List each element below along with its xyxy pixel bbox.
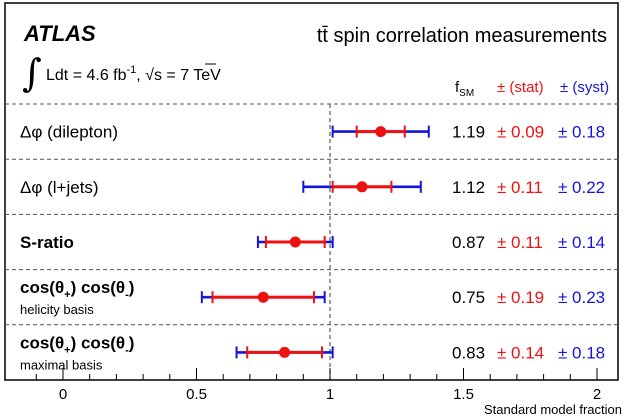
measurement-value: 1.12 xyxy=(452,178,485,197)
fsm-column-header: fSM xyxy=(455,79,474,99)
measurement-row: Δφ (dilepton) 1.19 ± 0.09 ± 0.18 xyxy=(20,123,605,142)
label-part: cos(θ xyxy=(20,333,64,352)
measurement-sublabel: maximal basis xyxy=(20,357,103,372)
measurement-rows: Δφ (dilepton) 1.19 ± 0.09 ± 0.18 Δφ (l+jets)… xyxy=(20,123,605,373)
measurement-syst: ± 0.14 xyxy=(558,233,605,252)
x-tick-label: 0 xyxy=(59,386,67,403)
measurement-stat: ± 0.11 xyxy=(497,233,543,252)
experiment-label: ATLAS xyxy=(23,21,96,46)
measurement-sublabel: helicity basis xyxy=(20,302,94,317)
plot-frame xyxy=(4,2,619,381)
measurement-value: 0.75 xyxy=(452,288,485,307)
measurement-stat: ± 0.09 xyxy=(497,123,544,142)
x-axis-label: Standard model fraction xyxy=(484,402,622,417)
chart-title: tt̄ spin correlation measurements xyxy=(317,25,607,47)
x-tick-label: 0.5 xyxy=(186,386,207,403)
measurement-point xyxy=(356,181,368,193)
fsm-subscript: SM xyxy=(459,88,474,99)
energy-separator: , xyxy=(136,67,145,84)
measurement-stat: ± 0.14 xyxy=(497,343,544,362)
measurement-point xyxy=(257,291,269,303)
measurement-syst: ± 0.18 xyxy=(558,123,605,142)
measurement-point xyxy=(289,236,301,248)
measurement-label: Δφ (l+jets) xyxy=(20,178,99,197)
label-part: ) xyxy=(129,333,135,352)
measurement-syst: ± 0.22 xyxy=(558,178,605,197)
label-part: ) xyxy=(129,278,135,297)
measurement-syst: ± 0.18 xyxy=(558,343,605,362)
fsm-main: f xyxy=(455,79,460,96)
measurement-row: Δφ (l+jets) 1.12 ± 0.11 ± 0.22 xyxy=(20,178,605,197)
label-part: ) cos(θ xyxy=(71,278,126,297)
measurement-point xyxy=(375,126,387,138)
luminosity-label: Ldt = 4.6 fb-1, √s = 7 TeV xyxy=(46,64,221,84)
label-part: ) cos(θ xyxy=(71,333,126,352)
measurement-syst: ± 0.23 xyxy=(558,288,605,307)
integral-sign: ∫ xyxy=(22,51,42,95)
measurement-label: S-ratio xyxy=(20,233,74,252)
measurement-value: 1.19 xyxy=(452,123,485,142)
measurement-value: 0.83 xyxy=(452,343,485,362)
measurement-label: Δφ (dilepton) xyxy=(20,123,118,142)
x-tick-label: 1 xyxy=(326,386,334,403)
measurement-row: S-ratio 0.87 ± 0.11 ± 0.14 xyxy=(20,233,605,252)
sqrt-sign: √ xyxy=(145,67,154,84)
label-part: cos(θ xyxy=(20,278,64,297)
stat-column-header: ± (stat) xyxy=(497,79,544,96)
syst-column-header: ± (syst) xyxy=(560,79,609,96)
measurement-point xyxy=(279,346,291,358)
energy-text: s = 7 TeV xyxy=(154,67,221,84)
lumi-exponent: -1 xyxy=(127,64,137,76)
x-tick-label: 1.5 xyxy=(453,386,474,403)
label-subscript: - xyxy=(125,344,129,356)
measurement-stat: ± 0.11 xyxy=(497,178,543,197)
measurement-label: cos(θ+) cos(θ-) xyxy=(20,333,134,356)
label-subscript: + xyxy=(64,344,70,356)
label-subscript: - xyxy=(125,289,129,301)
x-tick-label: 2 xyxy=(593,386,601,403)
measurement-label: cos(θ+) cos(θ-) xyxy=(20,278,134,301)
measurement-stat: ± 0.19 xyxy=(497,288,544,307)
x-axis: 0 0.5 1 1.5 2 xyxy=(35,368,601,403)
label-subscript: + xyxy=(64,289,70,301)
lumi-text: Ldt = 4.6 fb xyxy=(46,67,127,84)
measurement-value: 0.87 xyxy=(452,233,485,252)
